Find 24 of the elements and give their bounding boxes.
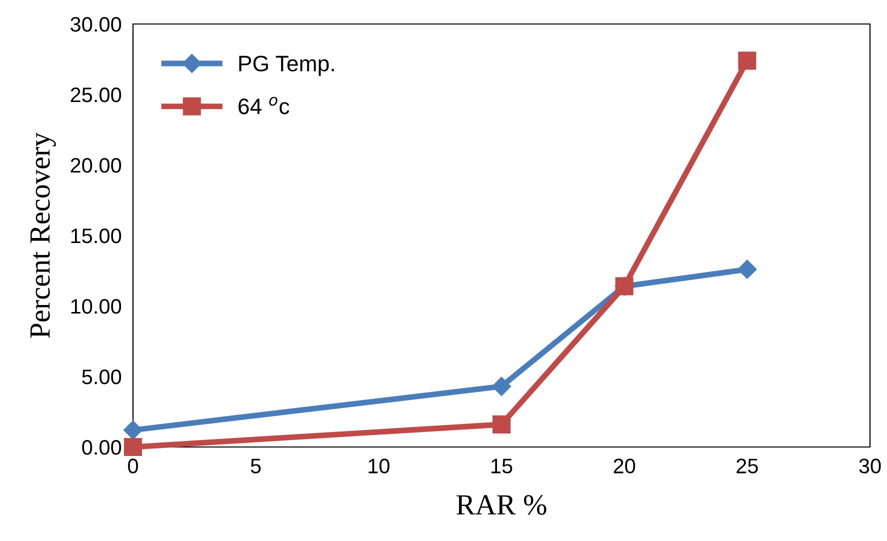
point xyxy=(738,52,756,70)
point xyxy=(738,260,757,279)
x-tick-label: 0 xyxy=(128,458,138,474)
x-tick-label: 5 xyxy=(250,458,261,474)
x-tick-label: 15 xyxy=(492,458,512,474)
y-tick-label: 15.00 xyxy=(71,228,122,244)
point xyxy=(492,376,512,396)
point xyxy=(492,415,511,434)
point xyxy=(124,438,142,456)
y-axis-title: Percent Recovery xyxy=(30,132,56,338)
legend-label: 64 $^{o}$c xyxy=(238,96,290,114)
x-tick-label: 25 xyxy=(736,458,758,474)
y-tick-label: 10.00 xyxy=(71,299,122,314)
x-tick-label: 10 xyxy=(368,458,390,474)
point xyxy=(123,420,143,440)
y-tick-label: 25.00 xyxy=(70,88,122,102)
y-tick-label: 5.00 xyxy=(82,370,122,384)
y-tick-label: 20.00 xyxy=(70,158,122,173)
y-tick-label: 0.00 xyxy=(82,440,122,455)
x-axis-title: RAR % xyxy=(456,495,546,515)
legend-label: PG Temp. xyxy=(239,56,334,76)
x-tick-label: 20 xyxy=(614,458,636,474)
y-tick-label: 30.00 xyxy=(70,17,122,32)
x-tick-label: 30 xyxy=(859,458,881,474)
